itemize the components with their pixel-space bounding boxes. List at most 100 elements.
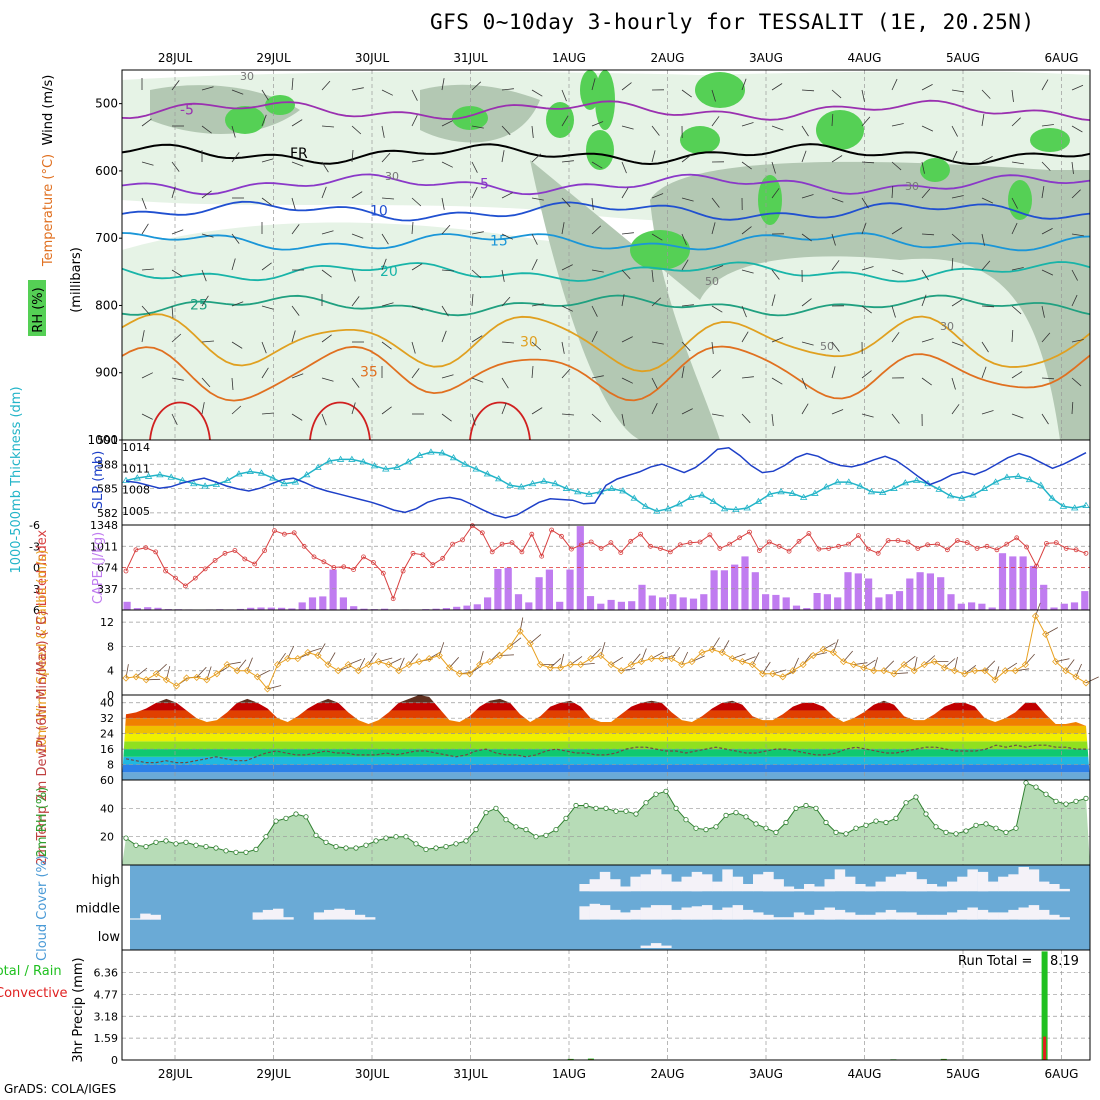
cloud-cell: [701, 874, 713, 892]
cape-bar: [844, 572, 852, 610]
li-point: [816, 546, 822, 552]
li-point: [281, 531, 287, 537]
wind-barb: [891, 227, 903, 235]
wind-barb: [1041, 79, 1049, 91]
wind-speed-point: [526, 639, 534, 647]
thickness-point: [427, 448, 435, 455]
wind-barb: [1011, 305, 1022, 315]
wind-barb: [441, 161, 453, 168]
wind-speed-point: [839, 658, 848, 666]
wind-barb: [441, 374, 454, 379]
cloud-cell: [824, 907, 835, 920]
li-tick-label: 3: [33, 583, 40, 596]
wind-barb: [231, 233, 240, 244]
wind-barb: [261, 158, 274, 163]
wind-barb: [921, 233, 935, 236]
cloud-cell: [957, 909, 968, 920]
rh2m-point: [603, 805, 609, 811]
wind-speed-point: [1031, 612, 1040, 620]
wind-barb: [591, 225, 602, 235]
cloud-cell: [773, 917, 784, 920]
cape-bar: [916, 572, 924, 610]
cape-axis-label: CAPE (J/kg): [91, 532, 106, 604]
wind-barb: [801, 341, 814, 346]
wind-barb: [651, 233, 663, 241]
li-point: [499, 541, 505, 547]
wind-speed-point: [759, 670, 767, 678]
wind-barb: [411, 221, 414, 235]
wind-barb: [411, 341, 416, 354]
wind-speed-point: [152, 670, 160, 678]
wind-barb: [531, 233, 538, 245]
wind-barb: [621, 269, 631, 280]
wind-barb: [741, 376, 754, 379]
temp-color-band: [122, 725, 1090, 734]
wind-barb: [501, 233, 513, 240]
wind-barb: [771, 269, 780, 280]
wind-speed-point: [425, 655, 433, 663]
wind-speed-point: [900, 661, 908, 669]
top-date-label: 4AUG: [848, 51, 882, 65]
isotherm-label: 35: [360, 365, 378, 381]
rh-contour-label: 30: [940, 320, 954, 333]
pressure-tick-label: 500: [95, 97, 118, 111]
wind-barb: [1071, 189, 1081, 199]
li-point: [400, 568, 406, 574]
cloud-cell: [364, 917, 376, 920]
li-point: [846, 541, 851, 547]
wind-barb: [831, 155, 843, 163]
wind-speed-point: [991, 676, 999, 684]
wind-barb: [681, 233, 687, 246]
isotherm-label: 10: [370, 203, 388, 219]
rh2m-point: [953, 831, 959, 837]
cloud-cell: [650, 943, 662, 948]
thickness-point: [415, 451, 424, 458]
cape-bar: [762, 594, 770, 610]
cloud-cell: [977, 871, 989, 892]
cloud-cell: [916, 879, 927, 892]
wind-barb: [681, 304, 694, 307]
rh2m-point: [1063, 801, 1069, 807]
cape-bar: [1019, 556, 1027, 610]
wind-barb: [411, 368, 420, 379]
cloud-cell: [875, 912, 886, 920]
cape-bar: [566, 569, 574, 610]
cape-bar: [998, 553, 1007, 610]
li-point: [588, 539, 594, 545]
wind-barb: [951, 404, 960, 415]
li-point: [964, 540, 970, 546]
wind-barb: [171, 269, 183, 277]
cloud-cell: [742, 884, 754, 892]
li-point: [1063, 546, 1069, 551]
wind-speed-point: [354, 667, 362, 675]
cloud-cell: [140, 913, 151, 920]
thickness-point: [483, 470, 492, 477]
wind-barb: [411, 159, 424, 163]
wind-barb: [621, 125, 634, 130]
cape-bar: [1029, 565, 1037, 610]
li-point: [479, 530, 485, 536]
wind-barb: [741, 413, 751, 424]
wind-barb: [651, 193, 664, 199]
bottom-date-label: 1AUG: [552, 1067, 586, 1081]
wind-barb: [861, 161, 875, 164]
thickness-point: [212, 480, 221, 487]
li-point: [935, 541, 940, 547]
wind-barb: [951, 195, 964, 199]
rh2m-point: [943, 829, 949, 836]
cape-bar: [617, 601, 625, 610]
wind-barb: [141, 305, 151, 316]
wind-barb: [261, 197, 272, 206]
thickness-point: [302, 471, 311, 478]
wind-speed-point: [688, 658, 696, 666]
cape-bar: [854, 573, 862, 610]
wind10m-frame: [121, 609, 1091, 696]
wind-barb: [291, 305, 300, 316]
cloud-cell: [681, 907, 692, 920]
wind-barb: [861, 266, 874, 271]
thickness-point: [901, 479, 910, 486]
cloud-cell: [977, 909, 989, 920]
wind-barb: [381, 258, 387, 271]
cape-tick-label: 1011: [90, 540, 118, 553]
thickness-point: [551, 479, 559, 487]
